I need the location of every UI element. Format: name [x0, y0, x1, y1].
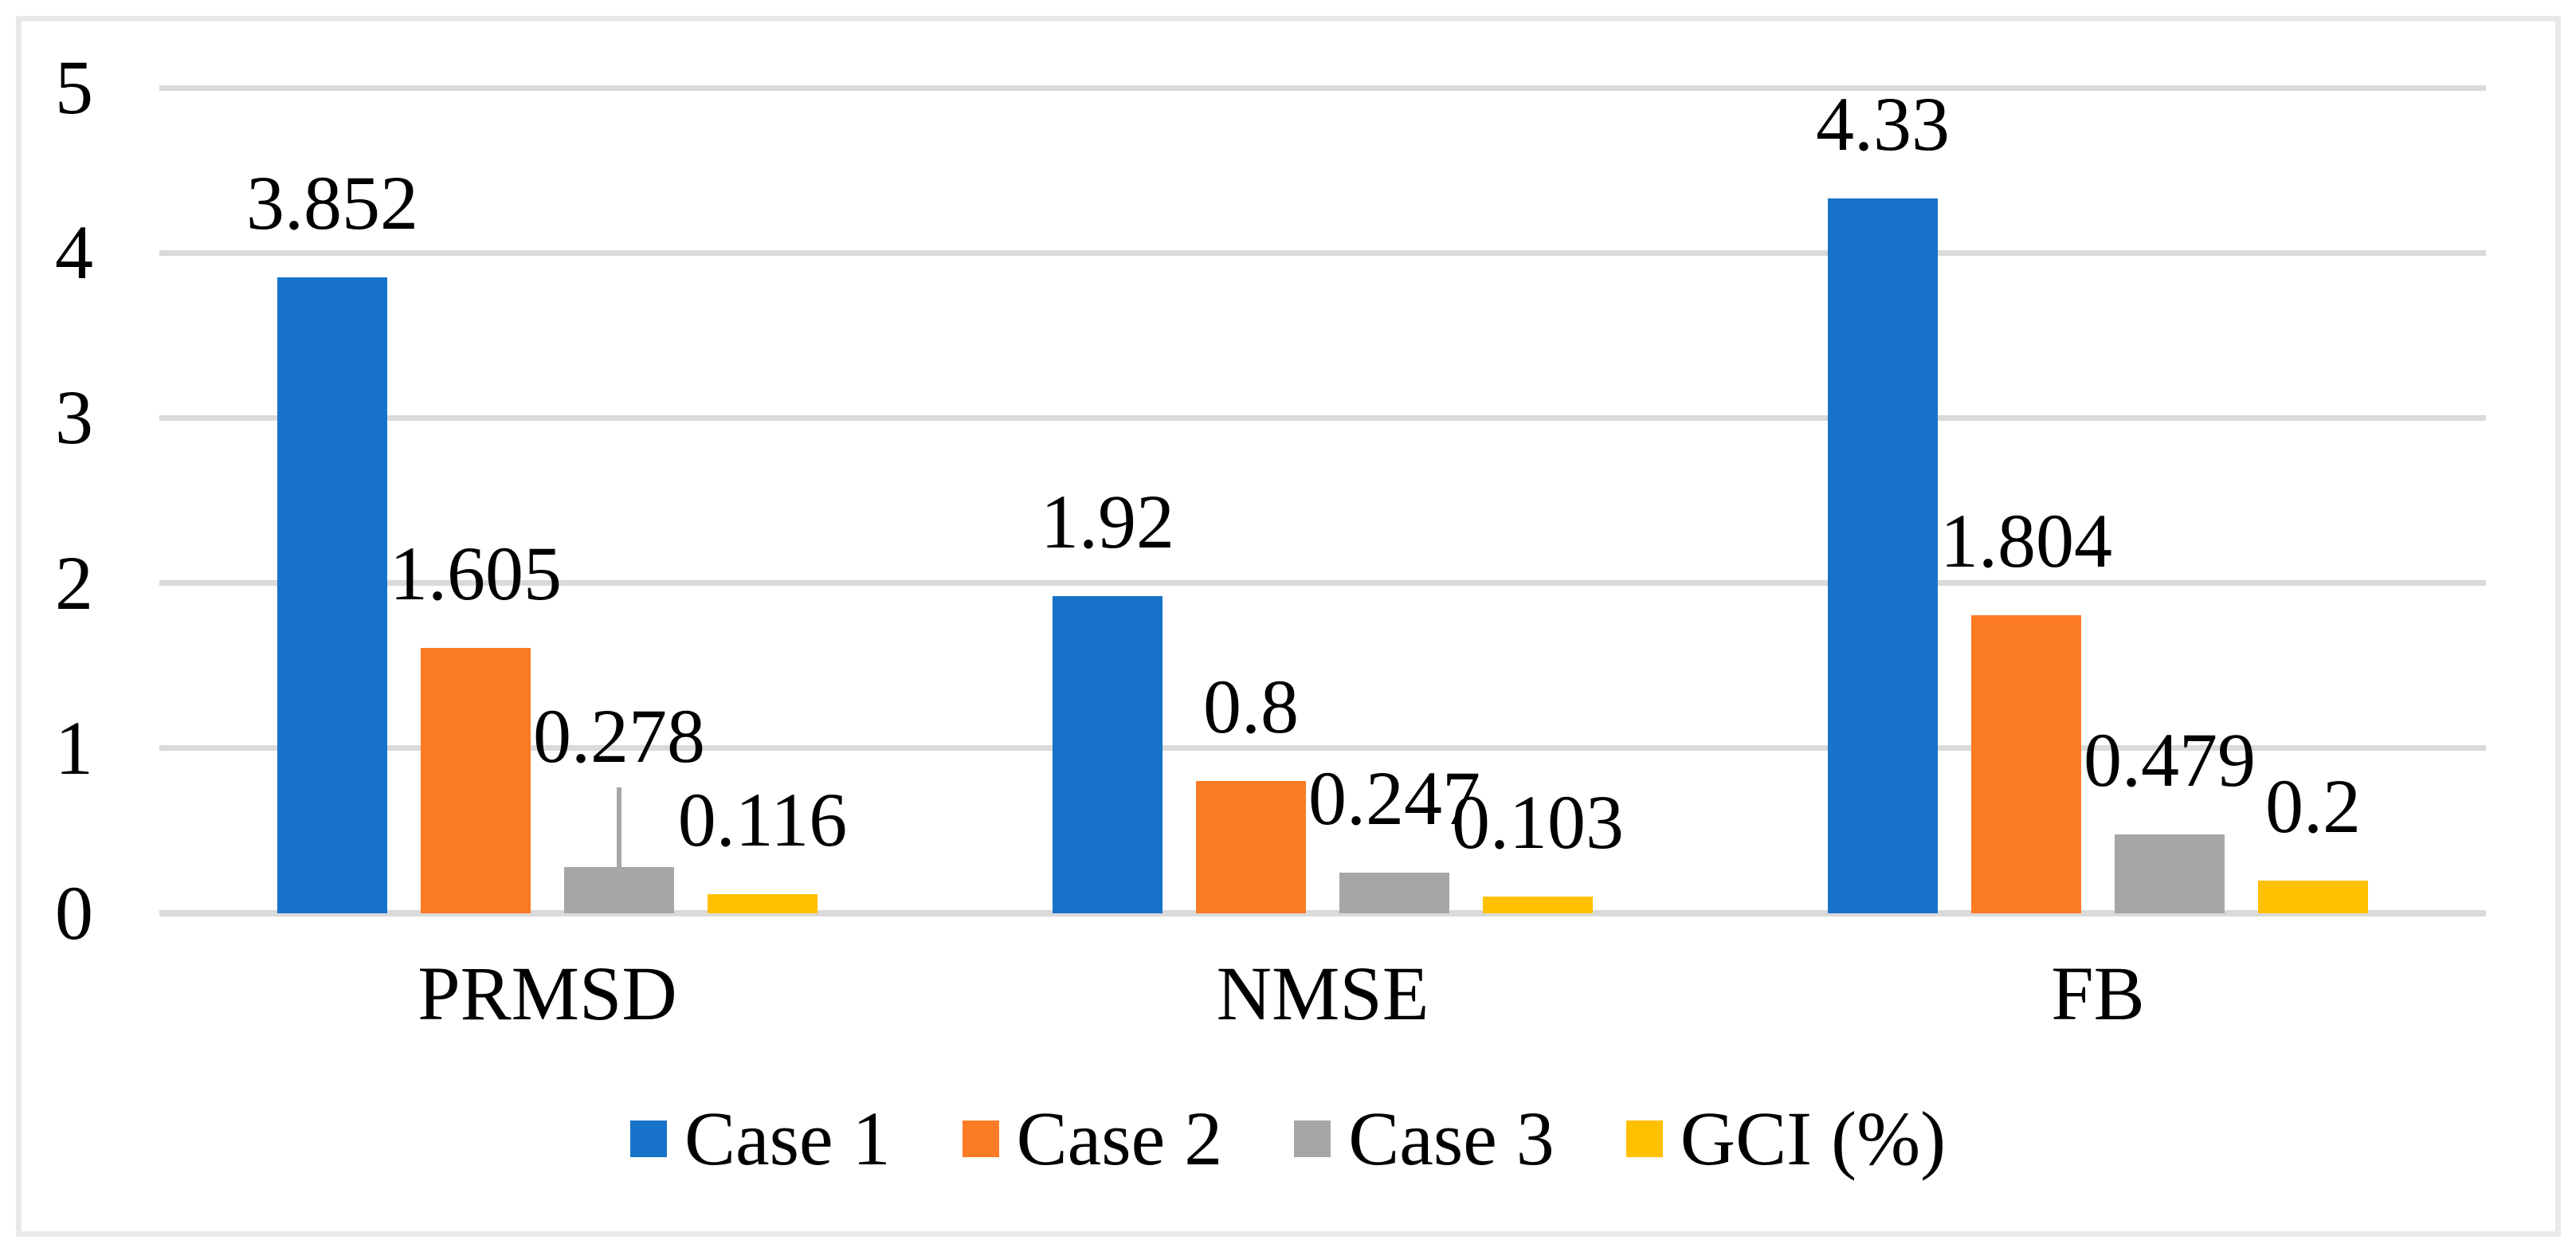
gridline-3 — [159, 415, 2486, 421]
bar-nmse-case-3 — [1339, 873, 1449, 913]
y-tick-label-5: 5 — [55, 45, 93, 130]
data-label-nmse-case-3: 0.247 — [1308, 756, 1480, 841]
legend: Case 1 Case 2 Case 3 GCI (%) — [0, 1095, 2576, 1183]
legend-label-case-2: Case 2 — [1016, 1096, 1223, 1181]
legend-swatch-gci — [1625, 1121, 1663, 1157]
legend-swatch-case-3 — [1294, 1121, 1331, 1157]
data-label-fb-case-1: 4.33 — [1816, 81, 1950, 167]
gridline-2 — [159, 580, 2486, 586]
data-label-leader-line — [617, 787, 621, 867]
legend-label-case-3: Case 3 — [1348, 1096, 1555, 1181]
bar-nmse-case-2 — [1196, 781, 1306, 913]
bar-fb-case-2 — [1971, 615, 2081, 913]
data-label-prmsd-case-1: 3.852 — [246, 160, 418, 245]
legend-item-case-2: Case 2 — [962, 1095, 1223, 1183]
gridline-4 — [159, 250, 2486, 256]
data-label-prmsd-gci: 0.116 — [677, 777, 848, 862]
gridline-5 — [159, 85, 2486, 91]
bar-fb-case-3 — [2115, 834, 2225, 913]
y-tick-label-3: 3 — [55, 375, 93, 460]
bar-prmsd-case-2 — [421, 648, 531, 913]
data-label-fb-case-3: 0.479 — [2084, 717, 2256, 803]
data-label-prmsd-case-3: 0.278 — [533, 693, 705, 779]
gridline-0 — [159, 910, 2486, 916]
bar-nmse-case-1 — [1053, 596, 1163, 913]
data-label-prmsd-case-2: 1.605 — [390, 531, 562, 616]
category-label-nmse: NMSE — [1216, 951, 1429, 1036]
bar-fb-case-1 — [1828, 198, 1938, 913]
data-label-nmse-case-1: 1.92 — [1041, 479, 1174, 564]
y-tick-label-4: 4 — [55, 210, 93, 295]
y-tick-label-1: 1 — [55, 705, 93, 791]
bar-prmsd-gci — [708, 894, 817, 913]
bar-prmsd-case-1 — [277, 277, 387, 913]
category-label-prmsd: PRMSD — [418, 951, 677, 1036]
legend-item-case-3: Case 3 — [1294, 1095, 1555, 1183]
legend-label-gci: GCI (%) — [1680, 1096, 1947, 1181]
legend-item-gci: GCI (%) — [1625, 1095, 1947, 1183]
legend-item-case-1: Case 1 — [629, 1095, 891, 1183]
bar-prmsd-case-3 — [564, 867, 674, 913]
y-tick-label-0: 0 — [55, 870, 93, 956]
data-label-nmse-gci: 0.103 — [1452, 779, 1624, 865]
legend-swatch-case-2 — [962, 1121, 999, 1157]
legend-label-case-1: Case 1 — [684, 1096, 891, 1181]
legend-swatch-case-1 — [629, 1121, 667, 1157]
y-tick-label-2: 2 — [55, 540, 93, 626]
bar-nmse-gci — [1483, 897, 1593, 913]
gridline-1 — [159, 745, 2486, 751]
data-label-fb-case-2: 1.804 — [1940, 498, 2112, 583]
bar-fb-gci — [2258, 881, 2368, 913]
category-label-fb: FB — [2051, 951, 2145, 1036]
data-label-nmse-case-2: 0.8 — [1203, 664, 1299, 749]
figure-border — [16, 16, 2561, 1237]
data-label-fb-gci: 0.2 — [2265, 763, 2361, 849]
